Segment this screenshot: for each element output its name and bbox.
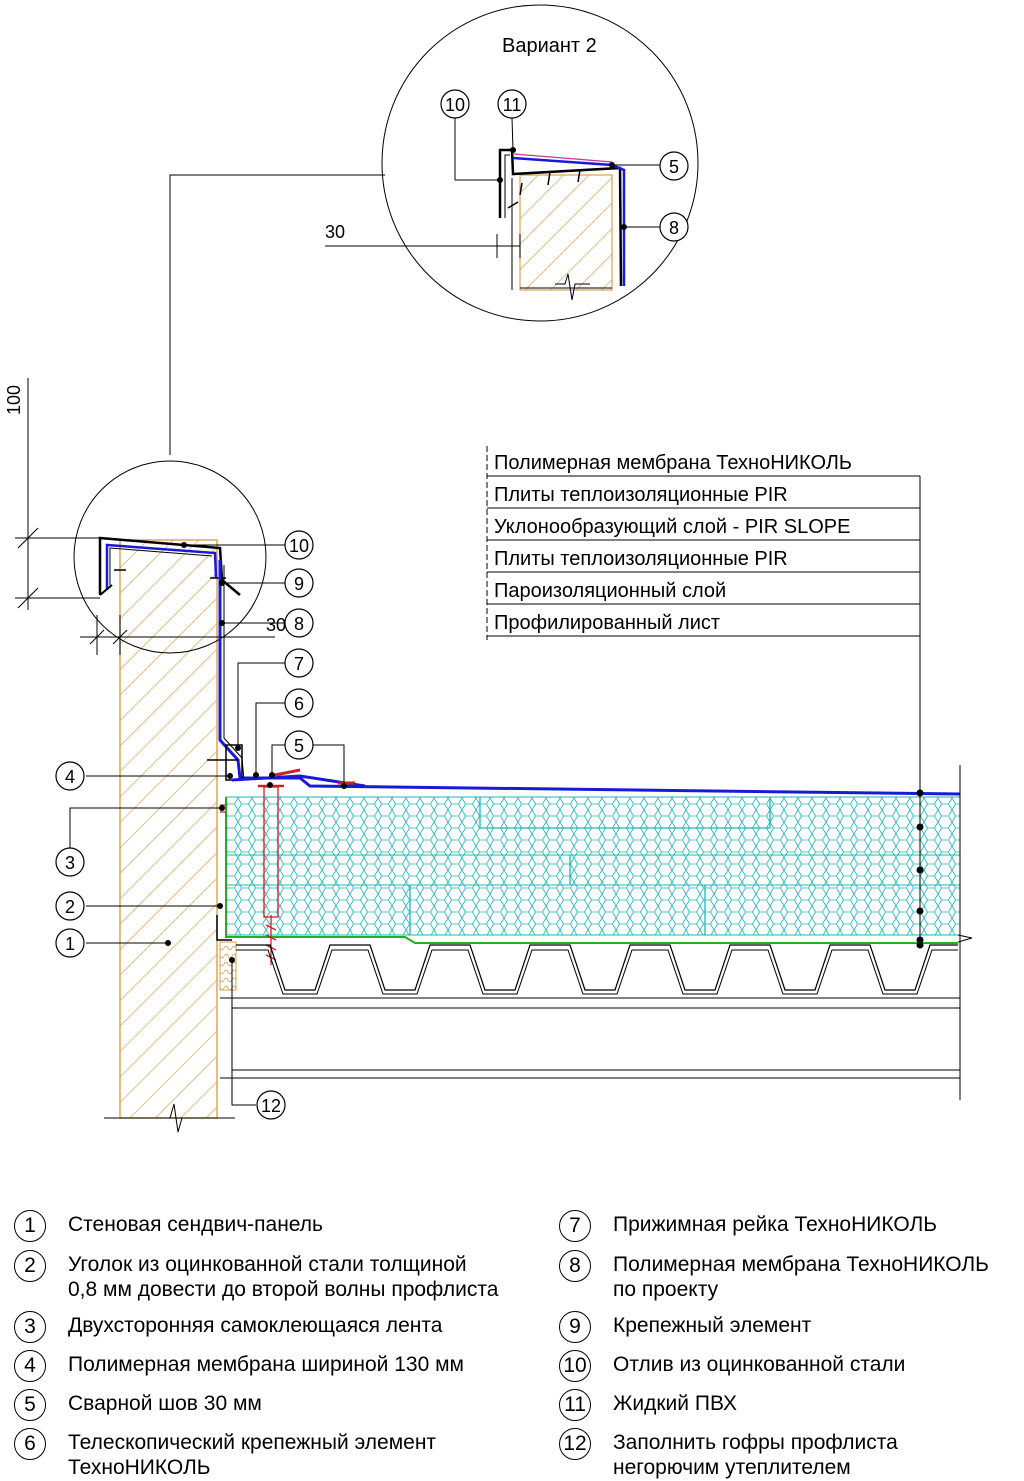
callout-5: 5 [284, 730, 314, 760]
legend-item-1: 1 Стеновая сендвич-панель [14, 1210, 323, 1242]
svg-text:2: 2 [65, 897, 75, 917]
svg-text:8: 8 [294, 614, 304, 634]
legend-number: 12 [559, 1428, 591, 1460]
legend-item-6: 6 Телескопический крепежный элемент Техн… [14, 1428, 437, 1480]
callout-11-variant: 11 [497, 89, 527, 119]
layer-label-1: Полимерная мембрана ТехноНИКОЛЬ [494, 452, 852, 474]
layer-label-4: Плиты теплоизоляционные PIR [494, 548, 788, 570]
legend-item-12: 12 Заполнить гофры профлиста негорючим у… [559, 1428, 898, 1480]
legend-text: Крепежный элемент [613, 1314, 812, 1337]
pir-insulation-bottom [225, 884, 961, 936]
layer-label-2: Плиты теплоизоляционные PIR [494, 484, 788, 506]
dimension-100: 100 [4, 385, 24, 415]
svg-text:7: 7 [294, 654, 304, 674]
wall-sandwich-panel [119, 539, 218, 1119]
variant-dimension-30: 30 [325, 222, 345, 242]
layer-label-5: Пароизоляционный слой [494, 580, 726, 602]
legend-number: 5 [14, 1389, 46, 1421]
legend-number: 6 [14, 1428, 46, 1460]
callout-9: 9 [284, 568, 314, 598]
pir-insulation-top [225, 796, 961, 856]
legend-item-9: 9 Крепежный элемент [559, 1311, 812, 1343]
legend-text: Заполнить гофры профлиста негорючим утеп… [613, 1431, 898, 1479]
legend-item-4: 4 Полимерная мембрана шириной 130 мм [14, 1350, 464, 1382]
svg-text:11: 11 [503, 95, 522, 115]
callout-8: 8 [284, 608, 314, 638]
callout-8-variant: 8 [659, 212, 689, 242]
legend-text: Прижимная рейка ТехноНИКОЛЬ [613, 1213, 938, 1236]
legend-text: Стеновая сендвич-панель [68, 1213, 323, 1236]
svg-text:5: 5 [294, 736, 304, 756]
legend-text: Отлив из оцинкованной стали [613, 1353, 906, 1376]
variant-title: Вариант 2 [502, 35, 597, 57]
legend: 1 Стеновая сендвич-панель 2 Уголок из оц… [0, 1200, 1024, 1481]
callout-7: 7 [284, 648, 314, 678]
callout-6: 6 [284, 688, 314, 718]
svg-text:5: 5 [669, 157, 679, 177]
legend-number: 2 [14, 1250, 46, 1282]
legend-text: Телескопический крепежный элемент ТехноН… [68, 1431, 437, 1479]
legend-text: Полимерная мембрана шириной 130 мм [68, 1353, 464, 1376]
legend-number: 11 [559, 1389, 591, 1421]
legend-number: 9 [559, 1311, 591, 1343]
main-section: 100 30 Полимерная мембрана ТехноНИКОЛЬ П… [4, 378, 973, 1133]
legend-number: 10 [559, 1350, 591, 1382]
legend-text: Сварной шов 30 мм [68, 1392, 262, 1415]
callout-3: 3 [55, 847, 85, 877]
legend-item-7: 7 Прижимная рейка ТехноНИКОЛЬ [559, 1210, 938, 1242]
callout-5-variant: 5 [659, 151, 689, 181]
dimension-30-main: 30 [266, 615, 286, 635]
svg-text:4: 4 [65, 767, 75, 787]
variant-2-detail: Вариант 2 30 [325, 4, 699, 322]
svg-text:12: 12 [261, 1096, 281, 1116]
legend-number: 3 [14, 1311, 46, 1343]
callout-12: 12 [256, 1090, 286, 1120]
legend-text: Двухсторонняя самоклеющаяся лента [68, 1314, 443, 1337]
legend-number: 8 [559, 1250, 591, 1282]
legend-item-5: 5 Сварной шов 30 мм [14, 1389, 262, 1421]
svg-text:10: 10 [445, 95, 465, 115]
svg-text:1: 1 [65, 934, 75, 954]
callout-10: 10 [284, 530, 314, 560]
svg-text:8: 8 [669, 218, 679, 238]
legend-item-8: 8 Полимерная мембрана ТехноНИКОЛЬ по про… [559, 1250, 989, 1302]
callout-1: 1 [55, 928, 85, 958]
legend-number: 7 [559, 1210, 591, 1242]
legend-item-3: 3 Двухсторонняя самоклеющаяся лента [14, 1311, 443, 1343]
legend-item-11: 11 Жидкий ПВХ [559, 1389, 738, 1421]
legend-text: Полимерная мембрана ТехноНИКОЛЬ по проек… [613, 1253, 989, 1301]
callout-2: 2 [55, 891, 85, 921]
legend-text: Уголок из оцинкованной стали толщиной 0,… [68, 1253, 499, 1301]
svg-text:3: 3 [65, 853, 75, 873]
pir-slope-layer [225, 854, 961, 886]
svg-text:9: 9 [294, 574, 304, 594]
callout-10-variant: 10 [440, 89, 470, 119]
svg-text:10: 10 [289, 536, 309, 556]
legend-number: 1 [14, 1210, 46, 1242]
roof-parapet-detail-drawing: Вариант 2 30 [4, 4, 973, 1133]
legend-item-10: 10 Отлив из оцинкованной стали [559, 1350, 906, 1382]
svg-text:6: 6 [294, 694, 304, 714]
layer-label-3: Уклонообразующий слой - PIR SLOPE [494, 516, 850, 538]
callout-4: 4 [55, 761, 85, 791]
legend-item-2: 2 Уголок из оцинкованной стали толщиной … [14, 1250, 499, 1302]
legend-text: Жидкий ПВХ [613, 1392, 738, 1415]
layer-label-6: Профилированный лист [494, 612, 720, 634]
legend-number: 4 [14, 1350, 46, 1382]
